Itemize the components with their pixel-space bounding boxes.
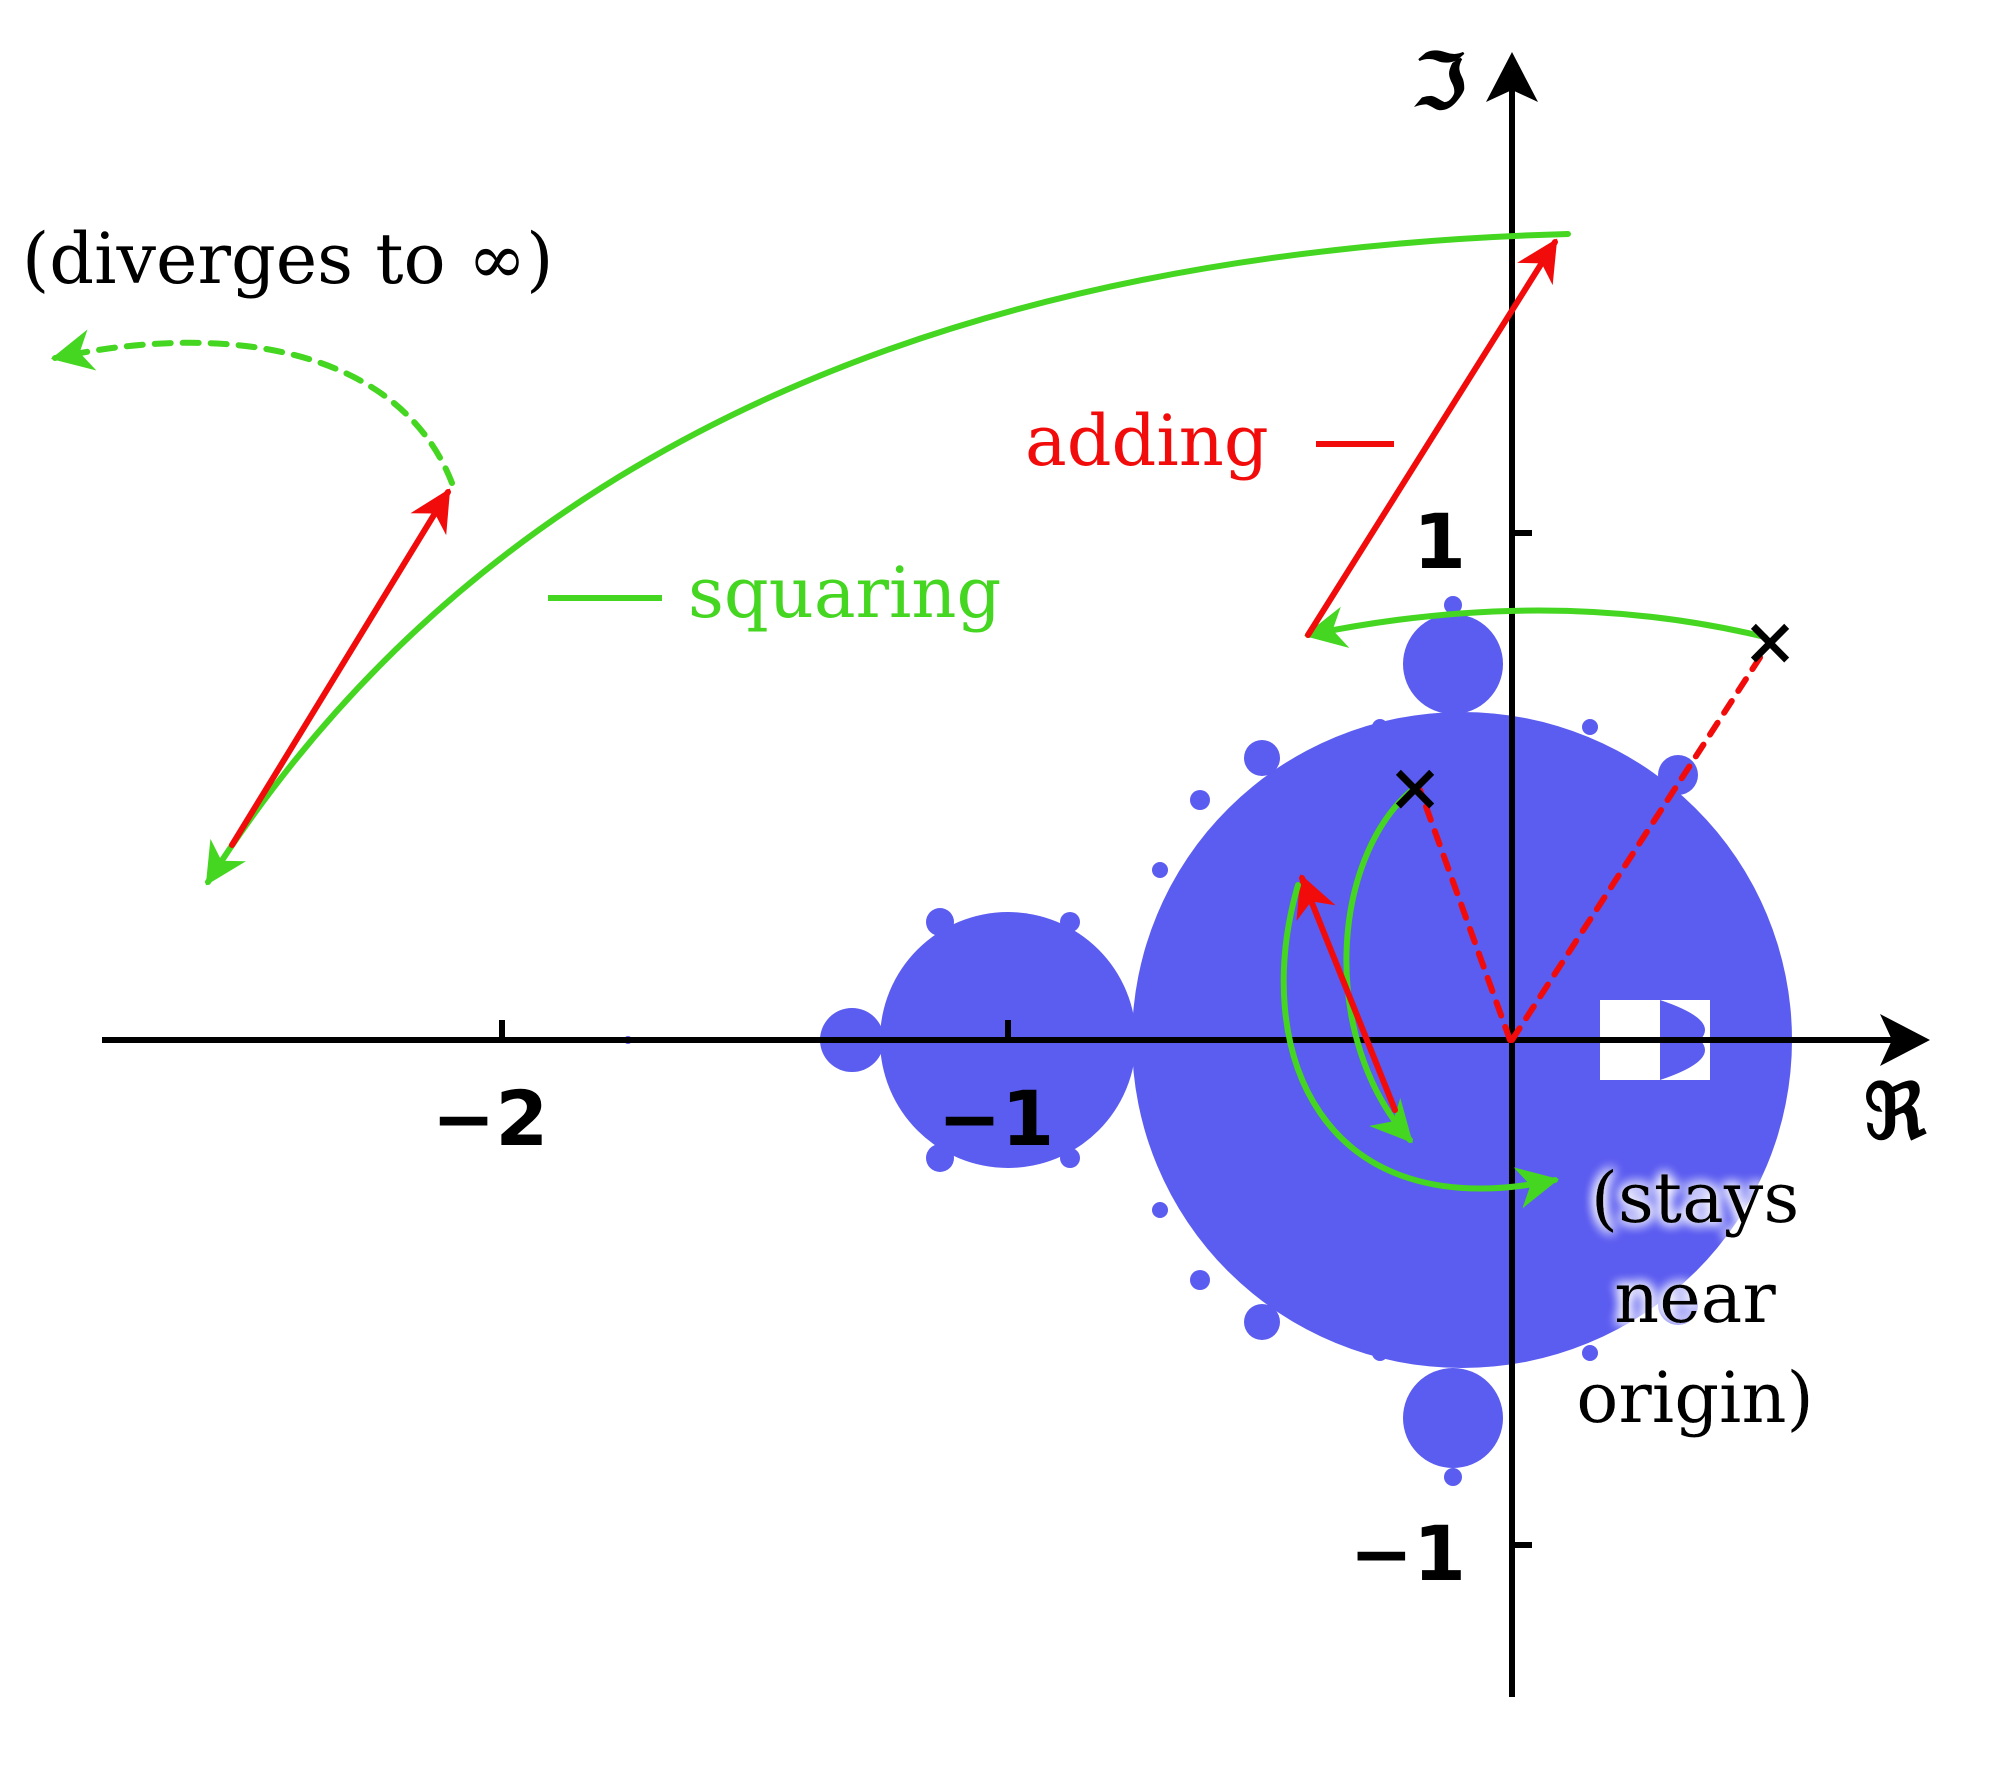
imag-axis-arrowhead bbox=[1486, 52, 1538, 102]
squaring-label: squaring bbox=[688, 552, 1001, 634]
adding-arrow-2 bbox=[229, 488, 451, 848]
upper-bulb bbox=[1403, 614, 1503, 714]
outer-point-marker: × bbox=[1742, 602, 1797, 680]
imag-axis-symbol: ℑ bbox=[1414, 37, 1467, 126]
adding-arrow-inner bbox=[1296, 874, 1398, 1113]
dashed-radius-outer bbox=[1509, 639, 1773, 1043]
squaring-arc-dashed bbox=[50, 329, 455, 486]
y-tick-label-minus1: −1 bbox=[1349, 1509, 1466, 1598]
adding-label: adding bbox=[1025, 400, 1269, 482]
adding-arrow-1 bbox=[1305, 238, 1558, 638]
stays-label-line2: near bbox=[1614, 1257, 1776, 1339]
squaring-arc-inner-1 bbox=[1343, 787, 1415, 1144]
diverges-label: (diverges to ∞) bbox=[22, 218, 554, 300]
dashed-radius-inner bbox=[1417, 787, 1513, 1043]
axes bbox=[102, 52, 1930, 1697]
squaring-arc-1 bbox=[1303, 606, 1768, 648]
stays-label-line1: (stays bbox=[1591, 1157, 1800, 1239]
lower-bulb bbox=[1403, 1368, 1503, 1468]
stays-near-origin-label: (stays near origin) bbox=[1576, 1157, 1814, 1439]
diverging-orbit bbox=[50, 231, 1773, 1043]
stays-label-line3: origin) bbox=[1576, 1357, 1814, 1439]
inner-point-marker: × bbox=[1387, 748, 1442, 826]
x-tick-label-minus2: −2 bbox=[432, 1074, 549, 1163]
real-axis-arrowhead bbox=[1880, 1014, 1930, 1066]
bounded-orbit bbox=[1280, 787, 1560, 1209]
squaring-arc-inner-2 bbox=[1280, 882, 1560, 1209]
y-tick-label-1: 1 bbox=[1413, 497, 1466, 586]
squaring-arc-2 bbox=[205, 231, 1571, 886]
x-tick-label-minus1: −1 bbox=[938, 1074, 1055, 1163]
real-axis-symbol: ℜ bbox=[1864, 1067, 1927, 1156]
